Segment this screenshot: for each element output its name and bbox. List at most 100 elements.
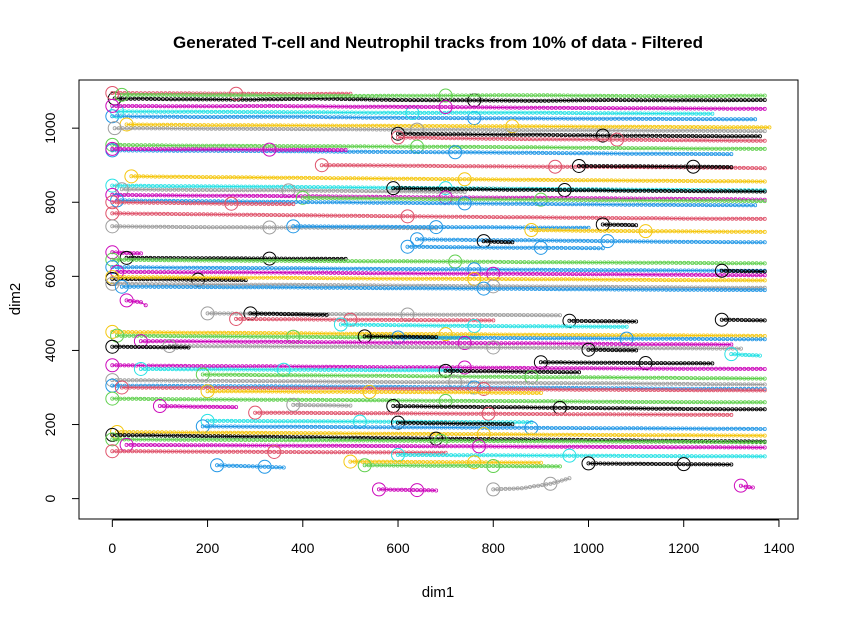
track-point: [693, 146, 698, 151]
track-point: [150, 193, 155, 198]
track-point: [529, 128, 534, 133]
track-point: [239, 147, 244, 152]
track-point: [459, 105, 464, 110]
track-point: [337, 110, 342, 115]
track-point: [295, 175, 300, 180]
track-point: [428, 150, 433, 155]
track-point: [679, 138, 684, 143]
track-point: [189, 126, 194, 131]
track-point: [464, 136, 469, 141]
track-point: [355, 163, 360, 168]
track-point: [307, 104, 312, 109]
track-point: [510, 177, 515, 182]
track-point: [188, 97, 193, 102]
track-point: [239, 114, 244, 119]
track-point: [329, 110, 334, 115]
track-point: [291, 104, 296, 109]
track-point: [368, 104, 373, 109]
track-point: [297, 110, 302, 115]
track-point: [366, 127, 371, 132]
track-point: [237, 188, 242, 193]
track-marker: [281, 183, 296, 198]
track-point: [750, 129, 755, 134]
track-point: [737, 117, 742, 122]
track-point: [240, 97, 245, 102]
track-point: [361, 110, 366, 115]
track-point: [146, 193, 151, 198]
track-point: [569, 116, 574, 121]
track-point: [144, 96, 149, 101]
track-point: [648, 124, 653, 129]
track-point: [663, 98, 668, 103]
track-point: [253, 143, 258, 148]
track-point: [209, 109, 214, 114]
track-point: [523, 98, 528, 103]
track-point: [279, 104, 284, 109]
track-point: [378, 110, 383, 115]
track-point: [637, 128, 642, 133]
track-point: [333, 110, 338, 115]
track-point: [500, 145, 505, 150]
track-point: [616, 198, 621, 203]
track-point: [163, 143, 168, 148]
track-point: [621, 178, 626, 183]
track-point: [279, 97, 284, 102]
track-point: [447, 105, 452, 110]
track-point: [488, 127, 493, 132]
track-point: [554, 110, 559, 115]
track-point: [594, 145, 599, 150]
track-point: [500, 116, 505, 121]
track-point: [593, 164, 598, 169]
track-point: [263, 184, 268, 189]
track-point: [594, 111, 599, 116]
track-point: [593, 116, 598, 121]
track-point: [281, 110, 286, 115]
track-point: [416, 163, 421, 168]
track-point: [754, 129, 759, 134]
track-point: [348, 196, 353, 201]
track-point: [369, 110, 374, 115]
track-point: [346, 127, 351, 132]
track-point: [504, 164, 509, 169]
track-point: [202, 147, 207, 152]
track-point: [228, 175, 233, 180]
track-point: [198, 147, 203, 152]
track-point: [543, 132, 548, 137]
track-point: [511, 98, 516, 103]
track-point: [476, 144, 481, 149]
track-point: [172, 93, 177, 98]
track-point: [344, 176, 349, 181]
track-point: [472, 144, 477, 149]
track-marker: [505, 119, 520, 134]
track-point: [224, 143, 229, 148]
track-point: [372, 115, 377, 120]
track-point: [689, 178, 694, 183]
track-point: [717, 151, 722, 156]
track-point: [637, 178, 642, 183]
track-point: [602, 188, 607, 193]
track-point: [586, 98, 591, 103]
track-point: [363, 149, 368, 154]
track-point: [582, 93, 587, 98]
track-point: [476, 150, 481, 155]
track-point: [682, 111, 687, 116]
track-point: [466, 124, 471, 129]
track-point: [443, 105, 448, 110]
track-point: [374, 127, 379, 132]
track-point: [696, 189, 701, 194]
track-point: [201, 126, 206, 131]
track-point: [331, 163, 336, 168]
track-point: [524, 150, 529, 155]
track-point: [507, 136, 512, 141]
track-point: [468, 127, 473, 132]
track-point: [146, 147, 151, 152]
track-point: [567, 197, 572, 202]
track-point: [554, 177, 559, 182]
track-point: [714, 164, 719, 169]
track-point: [472, 127, 477, 132]
track-point: [656, 124, 661, 129]
track-point: [605, 151, 610, 156]
track-point: [727, 98, 732, 103]
track-point: [275, 97, 280, 102]
track-point: [130, 109, 135, 114]
